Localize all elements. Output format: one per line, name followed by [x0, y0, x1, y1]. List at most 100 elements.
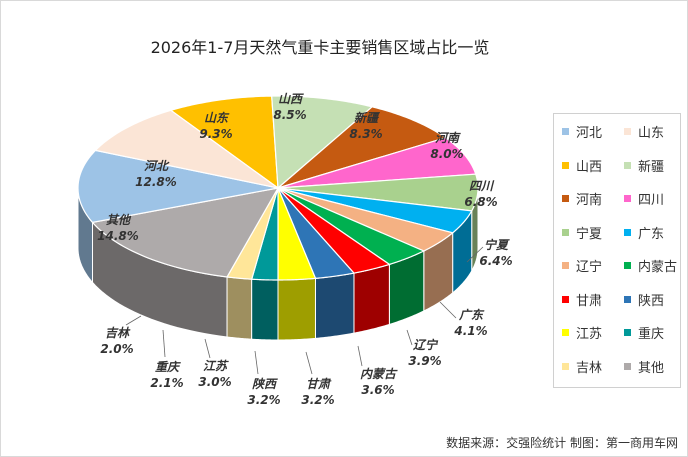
slice-value-陕西: 3.2%: [247, 393, 280, 407]
pie-slice-内蒙古: [277, 187, 426, 266]
leader-line-宁夏: [466, 246, 484, 263]
legend-item-其他: 其他: [624, 357, 664, 376]
pie-slice-四川: [277, 137, 477, 189]
pie-side-重庆: [251, 278, 279, 341]
legend-swatch: [624, 295, 631, 303]
leader-line-陕西: [254, 350, 259, 375]
legend-swatch: [562, 161, 569, 169]
legend-label: 江苏: [576, 327, 603, 342]
legend: 河北 山东 山西 新疆 河南 四川 宁夏 广东 辽宁 内蒙古 甘肃 陕西 江苏 重庆 吉林 其他: [553, 113, 681, 388]
slice-label-辽宁: 辽宁: [413, 338, 439, 352]
legend-label: 广东: [638, 226, 665, 242]
legend-item-河南: 河南: [562, 189, 602, 208]
pie-slice-山东: [94, 109, 279, 189]
legend-item-辽宁: 辽宁: [562, 256, 602, 275]
legend-item-江苏: 江苏: [562, 323, 602, 342]
slice-label-山东: 山东: [204, 111, 230, 125]
slice-value-吉林: 2.0%: [100, 342, 133, 356]
leader-line-江苏: [204, 338, 211, 359]
legend-label: 吉林: [576, 360, 603, 376]
legend-item-内蒙古: 内蒙古: [624, 256, 677, 275]
legend-swatch: [562, 329, 569, 336]
legend-label: 新疆: [638, 159, 665, 175]
slice-value-宁夏: 6.4%: [479, 254, 512, 268]
pie-slice-其他: [91, 187, 280, 278]
legend-swatch: [624, 262, 631, 269]
legend-label: 甘肃: [576, 293, 603, 309]
pie-slice-辽宁: [277, 187, 454, 252]
slice-value-山东: 9.3%: [199, 127, 232, 141]
slice-value-江苏: 3.0%: [198, 375, 231, 389]
slice-label-陕西: 陕西: [252, 377, 278, 391]
legend-item-山东: 山东: [624, 122, 664, 141]
legend-item-四川: 四川: [624, 189, 664, 208]
pie-slice-河南: [277, 106, 447, 189]
legend-swatch: [562, 262, 569, 269]
pie-slice-山西: [169, 95, 279, 190]
leader-line-甘肃: [305, 351, 313, 375]
slice-label-山西: 山西: [278, 92, 304, 106]
slice-label-河南: 河南: [435, 131, 461, 145]
pie-side-陕西: [314, 272, 355, 339]
legend-swatch: [562, 362, 569, 370]
pie-slice-甘肃: [277, 187, 391, 274]
pie-slice-宁夏: [277, 173, 479, 212]
legend-item-新疆: 新疆: [624, 156, 664, 175]
slice-label-内蒙古: 内蒙古: [360, 367, 398, 381]
legend-label: 辽宁: [576, 260, 603, 275]
slice-value-内蒙古: 3.6%: [361, 383, 394, 397]
legend-item-河北: 河北: [562, 122, 602, 141]
slice-value-甘肃: 3.2%: [301, 393, 334, 407]
slice-value-重庆: 2.1%: [150, 376, 183, 390]
legend-item-吉林: 吉林: [562, 357, 602, 376]
legend-swatch: [624, 329, 631, 336]
legend-label: 河北: [576, 126, 603, 141]
slice-label-吉林: 吉林: [105, 326, 131, 340]
pie-side-吉林: [226, 276, 253, 340]
pie-slice-陕西: [277, 187, 356, 280]
slice-label-河北: 河北: [144, 159, 170, 173]
legend-label: 山东: [638, 126, 665, 141]
slice-value-山西: 8.5%: [273, 108, 306, 122]
slice-label-甘肃: 甘肃: [306, 377, 332, 391]
slice-label-广东: 广东: [458, 308, 485, 322]
slice-label-四川: 四川: [469, 179, 495, 193]
pie-slice-江苏: [277, 187, 317, 281]
pie-side-江苏: [277, 277, 316, 341]
pie-slice-广东: [277, 187, 473, 234]
legend-item-陕西: 陕西: [624, 290, 664, 309]
legend-label: 山西: [576, 159, 603, 175]
leader-line-吉林: [125, 315, 142, 326]
pie-slice-新疆: [271, 95, 374, 190]
source-note: 数据来源：交强险统计 制图：第一商用车网: [446, 436, 678, 450]
legend-item-甘肃: 甘肃: [562, 290, 602, 309]
slice-label-新疆: 新疆: [354, 111, 381, 125]
legend-swatch: [562, 228, 569, 236]
leader-line-重庆: [162, 329, 166, 358]
legend-label: 内蒙古: [638, 260, 678, 275]
legend-item-山西: 山西: [562, 156, 602, 175]
legend-swatch: [562, 128, 569, 135]
legend-item-宁夏: 宁夏: [562, 223, 602, 242]
slice-label-重庆: 重庆: [155, 360, 181, 374]
leader-line-辽宁: [406, 329, 413, 346]
slice-label-其他: 其他: [106, 213, 132, 227]
legend-swatch: [562, 295, 569, 303]
legend-swatch: [562, 195, 569, 202]
legend-swatch: [624, 128, 631, 135]
legend-label: 宁夏: [576, 226, 603, 242]
slice-value-其他: 14.8%: [97, 229, 139, 243]
slice-value-四川: 6.8%: [464, 195, 497, 209]
leader-line-广东: [439, 301, 457, 319]
legend-label: 河南: [576, 193, 603, 208]
slice-value-河北: 12.8%: [135, 175, 177, 189]
legend-swatch: [624, 195, 631, 202]
chart-title: 2026年1-7月天然气重卡主要销售区域占比一览: [150, 38, 490, 57]
slice-value-辽宁: 3.9%: [408, 354, 441, 368]
slice-value-新疆: 8.3%: [349, 127, 382, 141]
slice-label-宁夏: 宁夏: [484, 238, 510, 252]
slice-label-江苏: 江苏: [203, 359, 229, 373]
legend-swatch: [624, 228, 631, 236]
legend-label: 四川: [638, 193, 665, 208]
legend-label: 陕西: [638, 293, 665, 309]
